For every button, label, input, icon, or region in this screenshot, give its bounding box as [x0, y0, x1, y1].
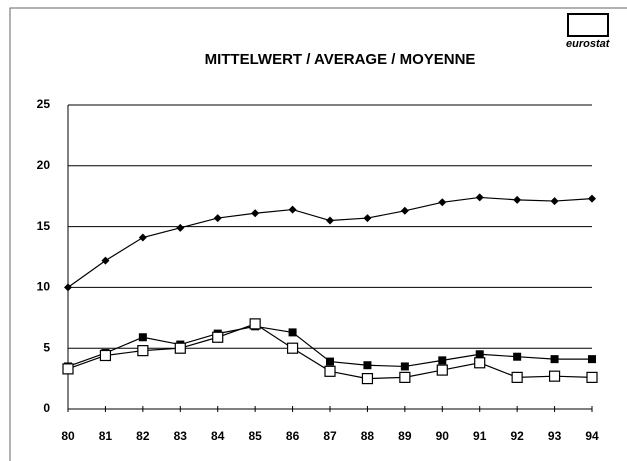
logo-box — [567, 13, 609, 37]
x-tick-label: 81 — [99, 429, 113, 443]
marker — [438, 198, 447, 207]
marker — [288, 328, 297, 337]
x-tick-label: 85 — [248, 429, 262, 443]
marker — [511, 371, 523, 383]
marker — [475, 350, 484, 359]
x-tick-label: 94 — [585, 429, 599, 443]
marker — [64, 283, 72, 292]
x-tick-label: 87 — [323, 429, 337, 443]
marker — [513, 195, 522, 204]
x-tick-label: 83 — [174, 429, 188, 443]
marker — [474, 357, 486, 369]
marker — [174, 342, 186, 354]
marker — [288, 205, 297, 214]
y-tick-label: 10 — [37, 280, 51, 294]
marker — [213, 214, 222, 223]
marker — [326, 357, 334, 366]
marker — [251, 209, 260, 218]
marker — [436, 364, 448, 376]
y-tick-label: 25 — [37, 97, 51, 111]
x-tick-label: 88 — [361, 429, 375, 443]
marker — [101, 256, 110, 265]
marker — [513, 352, 522, 361]
marker — [400, 206, 409, 215]
marker — [548, 370, 561, 382]
y-tick-label: 0 — [43, 401, 50, 415]
y-tick-label: 5 — [43, 340, 50, 354]
y-tick-label: 20 — [37, 158, 51, 172]
marker — [326, 216, 334, 225]
x-tick-label: 86 — [286, 429, 300, 443]
marker — [361, 373, 374, 385]
marker — [399, 371, 411, 383]
frame — [9, 7, 627, 461]
x-tick-label: 80 — [61, 429, 75, 443]
marker — [324, 365, 336, 377]
marker — [62, 363, 74, 375]
chart-title: MITTELWERT / AVERAGE / MOYENNE — [205, 51, 476, 68]
marker — [550, 355, 559, 364]
x-tick-label: 93 — [548, 429, 562, 443]
marker — [138, 233, 147, 242]
x-tick-label: 89 — [398, 429, 412, 443]
marker — [138, 333, 147, 342]
marker — [99, 349, 112, 362]
logo: eurostat — [566, 38, 611, 50]
marker — [212, 331, 224, 343]
marker — [588, 355, 596, 364]
x-tick-label: 90 — [436, 429, 450, 443]
marker — [363, 361, 372, 370]
x-tick-label: 91 — [473, 429, 487, 443]
marker — [438, 356, 447, 365]
marker — [475, 193, 484, 202]
marker — [550, 197, 559, 206]
x-tick-label: 82 — [136, 429, 150, 443]
y-tick-label: 15 — [37, 219, 51, 233]
marker — [400, 362, 409, 371]
marker — [588, 194, 596, 203]
marker — [363, 214, 372, 223]
marker — [586, 371, 598, 383]
marker — [286, 342, 299, 354]
marker — [249, 318, 261, 330]
marker — [176, 223, 185, 232]
x-tick-label: 84 — [211, 429, 225, 443]
x-tick-label: 92 — [510, 429, 524, 443]
marker — [137, 345, 149, 357]
series-line — [67, 196, 593, 288]
